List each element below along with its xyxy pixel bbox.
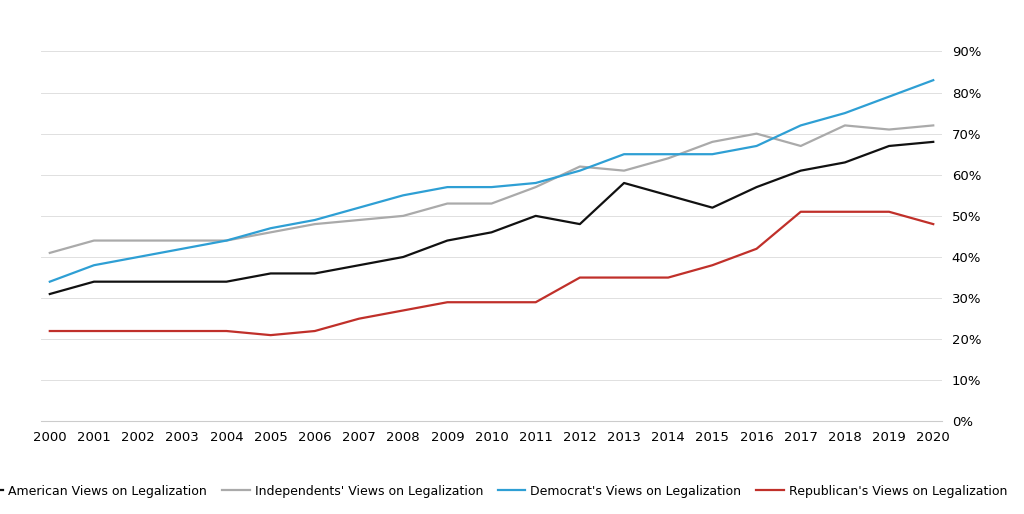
American Views on Legalization bbox=[927, 139, 939, 145]
Independents' Views on Legalization bbox=[927, 122, 939, 128]
Democrat's Views on Legalization bbox=[132, 254, 144, 260]
Independents' Views on Legalization bbox=[751, 131, 763, 137]
American Views on Legalization bbox=[44, 291, 56, 297]
Legend: American Views on Legalization, Independents' Views on Legalization, Democrat's : American Views on Legalization, Independ… bbox=[0, 480, 1013, 503]
American Views on Legalization bbox=[441, 237, 454, 244]
Democrat's Views on Legalization bbox=[529, 180, 542, 186]
Republican's Views on Legalization bbox=[663, 274, 675, 281]
Line: Democrat's Views on Legalization: Democrat's Views on Legalization bbox=[50, 80, 933, 282]
Republican's Views on Legalization bbox=[353, 316, 366, 322]
Democrat's Views on Legalization bbox=[176, 246, 188, 252]
Independents' Views on Legalization bbox=[264, 229, 276, 235]
Independents' Views on Legalization bbox=[88, 237, 100, 244]
Democrat's Views on Legalization bbox=[353, 205, 366, 211]
Line: Independents' Views on Legalization: Independents' Views on Legalization bbox=[50, 125, 933, 253]
Republican's Views on Legalization bbox=[44, 328, 56, 334]
Independents' Views on Legalization bbox=[441, 200, 454, 207]
American Views on Legalization bbox=[264, 270, 276, 277]
Independents' Views on Legalization bbox=[132, 237, 144, 244]
Republican's Views on Legalization bbox=[839, 209, 851, 215]
Independents' Views on Legalization bbox=[883, 126, 895, 133]
Republican's Views on Legalization bbox=[176, 328, 188, 334]
American Views on Legalization bbox=[573, 221, 586, 227]
Independents' Views on Legalization bbox=[44, 250, 56, 256]
Republican's Views on Legalization bbox=[132, 328, 144, 334]
Republican's Views on Legalization bbox=[441, 299, 454, 305]
Republican's Views on Legalization bbox=[308, 328, 321, 334]
Republican's Views on Legalization bbox=[264, 332, 276, 338]
Republican's Views on Legalization bbox=[927, 221, 939, 227]
Democrat's Views on Legalization bbox=[795, 122, 807, 128]
Independents' Views on Legalization bbox=[176, 237, 188, 244]
American Views on Legalization bbox=[485, 229, 498, 235]
Democrat's Views on Legalization bbox=[617, 151, 630, 157]
Democrat's Views on Legalization bbox=[663, 151, 675, 157]
American Views on Legalization bbox=[353, 262, 366, 268]
Democrat's Views on Legalization bbox=[839, 110, 851, 116]
Independents' Views on Legalization bbox=[839, 122, 851, 128]
Democrat's Views on Legalization bbox=[751, 143, 763, 149]
American Views on Legalization bbox=[883, 143, 895, 149]
Republican's Views on Legalization bbox=[795, 209, 807, 215]
Republican's Views on Legalization bbox=[529, 299, 542, 305]
Independents' Views on Legalization bbox=[795, 143, 807, 149]
Republican's Views on Legalization bbox=[88, 328, 100, 334]
American Views on Legalization bbox=[220, 279, 232, 285]
Independents' Views on Legalization bbox=[485, 200, 498, 207]
Republican's Views on Legalization bbox=[397, 307, 410, 314]
Republican's Views on Legalization bbox=[617, 274, 630, 281]
Independents' Views on Legalization bbox=[663, 155, 675, 161]
Independents' Views on Legalization bbox=[220, 237, 232, 244]
American Views on Legalization bbox=[707, 205, 719, 211]
Democrat's Views on Legalization bbox=[927, 77, 939, 83]
Independents' Views on Legalization bbox=[617, 168, 630, 174]
Republican's Views on Legalization bbox=[707, 262, 719, 268]
Republican's Views on Legalization bbox=[573, 274, 586, 281]
American Views on Legalization bbox=[88, 279, 100, 285]
Line: American Views on Legalization: American Views on Legalization bbox=[50, 142, 933, 294]
Democrat's Views on Legalization bbox=[573, 168, 586, 174]
Democrat's Views on Legalization bbox=[397, 192, 410, 198]
Democrat's Views on Legalization bbox=[308, 217, 321, 223]
Democrat's Views on Legalization bbox=[44, 279, 56, 285]
Independents' Views on Legalization bbox=[529, 184, 542, 190]
Democrat's Views on Legalization bbox=[264, 225, 276, 231]
American Views on Legalization bbox=[529, 213, 542, 219]
American Views on Legalization bbox=[397, 254, 410, 260]
Independents' Views on Legalization bbox=[707, 139, 719, 145]
American Views on Legalization bbox=[176, 279, 188, 285]
American Views on Legalization bbox=[132, 279, 144, 285]
American Views on Legalization bbox=[663, 192, 675, 198]
American Views on Legalization bbox=[308, 270, 321, 277]
Independents' Views on Legalization bbox=[308, 221, 321, 227]
Democrat's Views on Legalization bbox=[88, 262, 100, 268]
Republican's Views on Legalization bbox=[883, 209, 895, 215]
Democrat's Views on Legalization bbox=[441, 184, 454, 190]
Line: Republican's Views on Legalization: Republican's Views on Legalization bbox=[50, 212, 933, 335]
American Views on Legalization bbox=[617, 180, 630, 186]
Democrat's Views on Legalization bbox=[485, 184, 498, 190]
Democrat's Views on Legalization bbox=[707, 151, 719, 157]
Independents' Views on Legalization bbox=[353, 217, 366, 223]
Independents' Views on Legalization bbox=[573, 163, 586, 170]
American Views on Legalization bbox=[839, 159, 851, 166]
Republican's Views on Legalization bbox=[751, 246, 763, 252]
Independents' Views on Legalization bbox=[397, 213, 410, 219]
Democrat's Views on Legalization bbox=[220, 237, 232, 244]
Republican's Views on Legalization bbox=[485, 299, 498, 305]
American Views on Legalization bbox=[751, 184, 763, 190]
Democrat's Views on Legalization bbox=[883, 94, 895, 100]
American Views on Legalization bbox=[795, 168, 807, 174]
Republican's Views on Legalization bbox=[220, 328, 232, 334]
